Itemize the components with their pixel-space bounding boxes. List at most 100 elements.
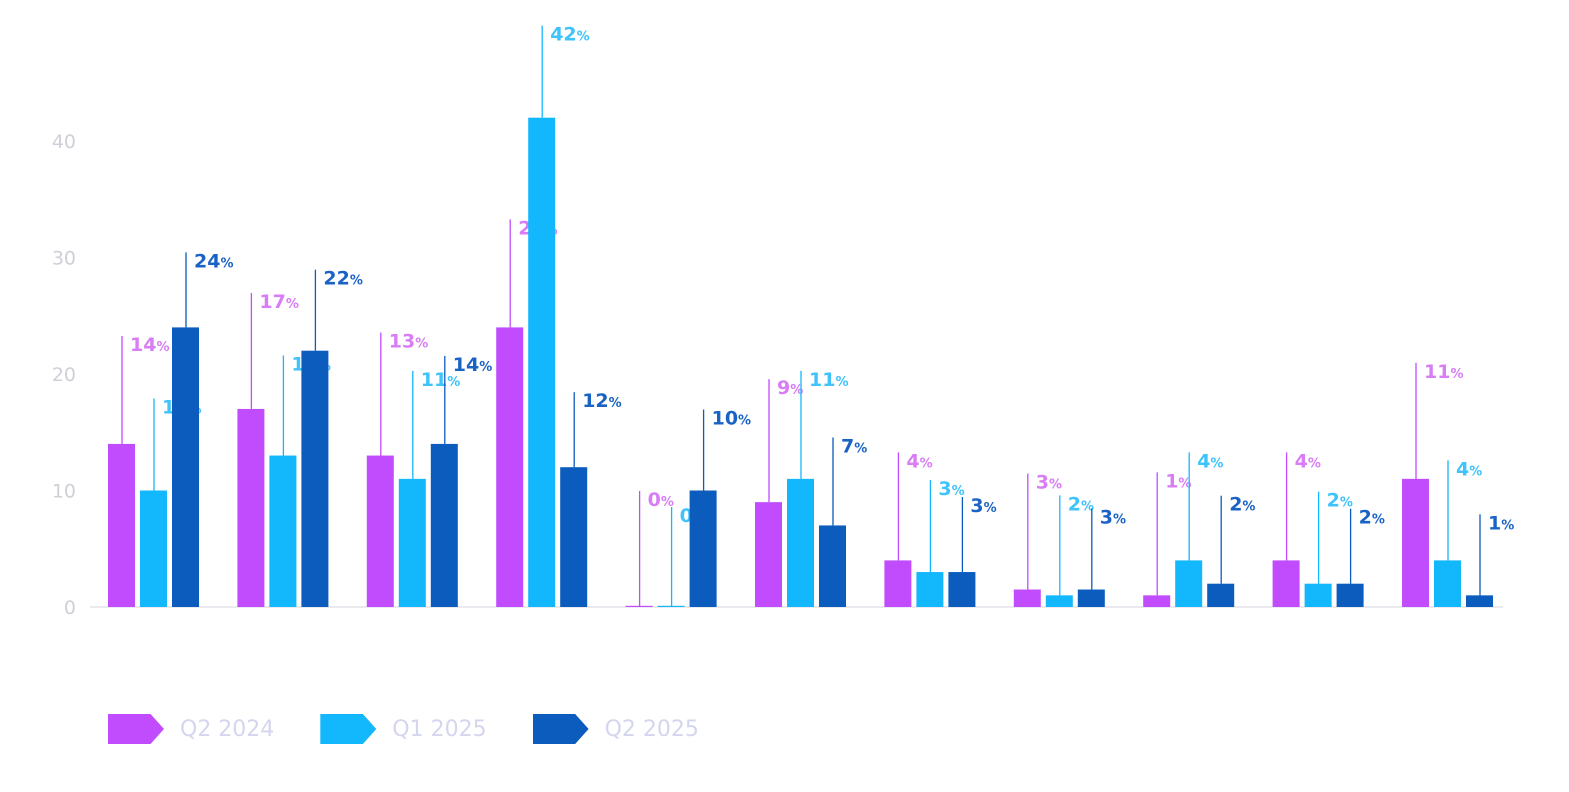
data-label-percent: % <box>984 501 997 516</box>
y-tick-label: 40 <box>52 131 76 153</box>
bar[interactable] <box>884 560 912 607</box>
data-label-percent: % <box>1049 478 1062 493</box>
bar[interactable] <box>1077 589 1105 607</box>
data-label-value: 12 <box>582 390 608 412</box>
data-label-percent: % <box>350 274 363 289</box>
data-label-value: 3 <box>1036 472 1049 494</box>
data-label-percent: % <box>286 297 299 312</box>
data-label-value: 3 <box>938 478 951 500</box>
bar-group: 1%4%2% <box>1143 450 1255 607</box>
data-label-percent: % <box>220 256 233 271</box>
data-label-value: 9 <box>777 377 790 399</box>
data-label-percent: % <box>1113 513 1126 528</box>
bar[interactable] <box>1175 560 1203 607</box>
bar-group: 3% 2% 3% <box>1013 472 1126 607</box>
data-label-percent: % <box>577 30 590 45</box>
bar[interactable] <box>430 443 458 607</box>
bar[interactable] <box>1434 560 1461 607</box>
bar[interactable] <box>366 455 394 607</box>
data-label: 3% <box>938 478 964 500</box>
data-label-value: 11 <box>421 369 447 391</box>
data-label-value: 14 <box>130 334 156 356</box>
data-label: 9% <box>777 377 803 399</box>
data-label-value: 3 <box>1100 507 1113 529</box>
data-label: 2% <box>1068 493 1094 515</box>
data-label-value: 2 <box>1327 490 1340 512</box>
data-label-value: 2 <box>1359 507 1372 529</box>
data-label-value: 24 <box>194 250 220 272</box>
legend: Q2 2024 Q1 2025 Q2 2025 <box>108 714 699 744</box>
data-label-value: 0 <box>680 505 693 527</box>
data-label-value: 1 <box>1165 470 1178 492</box>
data-label-percent: % <box>1178 476 1191 491</box>
bar[interactable] <box>689 490 717 608</box>
bar[interactable] <box>948 572 976 607</box>
data-label: 4% <box>1456 458 1482 480</box>
bar[interactable] <box>787 478 814 607</box>
bar[interactable] <box>755 502 782 607</box>
bar[interactable] <box>916 572 944 607</box>
data-label-value: 4 <box>1197 450 1210 472</box>
legend-label: Q2 2025 <box>604 716 699 742</box>
bar-group: 9% 11%7% <box>755 369 867 607</box>
bar[interactable] <box>108 443 135 607</box>
data-label: 3% <box>1036 472 1062 494</box>
data-label: 1% <box>1165 470 1191 492</box>
bar[interactable] <box>1304 583 1332 607</box>
bar[interactable] <box>269 455 297 607</box>
data-label: 14% <box>453 354 492 376</box>
data-label-value: 11 <box>1424 361 1450 383</box>
data-label: 4% <box>906 450 932 472</box>
data-label-value: 42 <box>550 24 576 46</box>
data-label-value: 11 <box>809 369 835 391</box>
bar[interactable] <box>1013 589 1041 607</box>
data-label-value: 0 <box>648 489 661 511</box>
bar[interactable] <box>398 478 426 607</box>
data-label: 2% <box>1229 494 1255 516</box>
bar[interactable] <box>1143 595 1171 607</box>
bar-group: 0%0%10% <box>625 408 751 608</box>
legend-marker-q2-2025 <box>532 714 589 744</box>
bar[interactable] <box>528 117 556 607</box>
bar[interactable] <box>1336 583 1364 607</box>
bar[interactable] <box>1272 560 1300 607</box>
bar[interactable] <box>301 350 329 607</box>
bar[interactable] <box>496 327 524 607</box>
data-label-percent: % <box>835 375 848 390</box>
bar[interactable] <box>1402 478 1429 607</box>
bar-group: 13%11%14% <box>366 331 492 607</box>
bar[interactable] <box>1207 583 1235 607</box>
data-label-percent: % <box>1308 456 1321 471</box>
bar[interactable] <box>237 408 265 607</box>
bar[interactable] <box>560 467 588 607</box>
bar[interactable] <box>819 525 846 607</box>
data-label: 11% <box>421 369 460 391</box>
data-label: 12% <box>582 390 621 412</box>
data-label-percent: % <box>920 456 933 471</box>
data-label-percent: % <box>415 337 428 352</box>
data-label: 22% <box>323 268 362 290</box>
data-label-percent: % <box>1242 500 1255 515</box>
legend-item-q2-2025[interactable]: Q2 2025 <box>532 714 699 744</box>
data-label-value: 22 <box>323 268 349 290</box>
data-label: 3% <box>1100 507 1126 529</box>
data-label: 4% <box>1295 450 1321 472</box>
y-tick-label: 10 <box>52 481 76 503</box>
legend-item-q1-2025[interactable]: Q1 2025 <box>320 714 487 744</box>
bar-group: 17%13%22% <box>237 268 363 607</box>
bar-group: 4%3%3% <box>884 450 997 607</box>
bar[interactable] <box>1466 595 1493 607</box>
legend-item-q2-2024[interactable]: Q2 2024 <box>108 714 274 744</box>
data-label: 3% <box>970 495 996 517</box>
data-label-percent: % <box>447 375 460 390</box>
bar[interactable] <box>140 490 167 608</box>
y-tick-label: 20 <box>52 364 76 386</box>
data-label-percent: % <box>738 414 751 429</box>
data-label-percent: % <box>1210 456 1223 471</box>
data-label-value: 3 <box>970 495 983 517</box>
data-label-value: 17 <box>259 291 285 313</box>
bar[interactable] <box>172 327 199 607</box>
data-label: 2% <box>1327 490 1353 512</box>
bar[interactable] <box>1045 595 1073 607</box>
